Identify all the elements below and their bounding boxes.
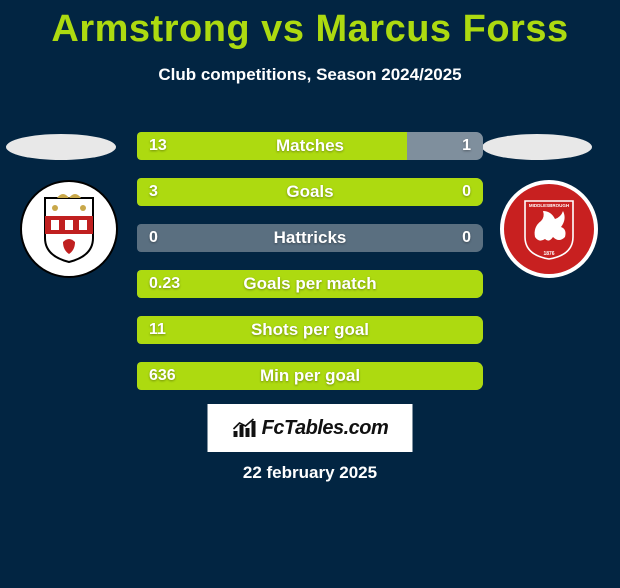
stat-row: Goals per match0.23 [137, 270, 483, 298]
svg-text:MIDDLESBROUGH: MIDDLESBROUGH [529, 203, 569, 208]
snapshot-date: 22 february 2025 [0, 463, 620, 483]
stat-label: Goals [137, 178, 483, 206]
stat-left-value: 0 [149, 224, 158, 252]
stat-row: Goals3 0 [137, 178, 483, 206]
stat-left-value: 11 [149, 316, 166, 344]
stat-label: Min per goal [137, 362, 483, 390]
middlesbrough-crest-icon: MIDDLESBROUGH 1876 [523, 197, 575, 261]
comparison-subtitle: Club competitions, Season 2024/2025 [0, 65, 620, 85]
club-badge-left [20, 180, 118, 278]
stat-right-value: 0 [462, 178, 471, 206]
stat-label: Hattricks [137, 224, 483, 252]
stat-right-value: 1 [462, 132, 471, 160]
player-avatar-right-placeholder [482, 134, 592, 160]
comparison-title: Armstrong vs Marcus Forss [0, 8, 620, 51]
brand-attribution: FcTables.com [208, 404, 413, 452]
stat-row: Matches13 1 [137, 132, 483, 160]
fctables-logo-icon [232, 417, 258, 439]
club-badge-right: MIDDLESBROUGH 1876 [500, 180, 598, 278]
stat-label: Shots per goal [137, 316, 483, 344]
stat-row: Hattricks0 0 [137, 224, 483, 252]
stat-label: Goals per match [137, 270, 483, 298]
stat-left-value: 636 [149, 362, 176, 390]
stat-row: Min per goal636 [137, 362, 483, 390]
stat-left-value: 3 [149, 178, 158, 206]
bristol-city-crest-icon [41, 194, 97, 264]
stat-left-value: 0.23 [149, 270, 180, 298]
stat-right-value: 0 [462, 224, 471, 252]
stat-label: Matches [137, 132, 483, 160]
stats-comparison-panel: Matches131Goals30Hattricks00Goals per ma… [137, 132, 483, 408]
stat-row: Shots per goal11 [137, 316, 483, 344]
svg-text:1876: 1876 [543, 251, 554, 257]
stat-left-value: 13 [149, 132, 167, 160]
brand-text: FcTables.com [262, 417, 389, 440]
player-avatar-left-placeholder [6, 134, 116, 160]
